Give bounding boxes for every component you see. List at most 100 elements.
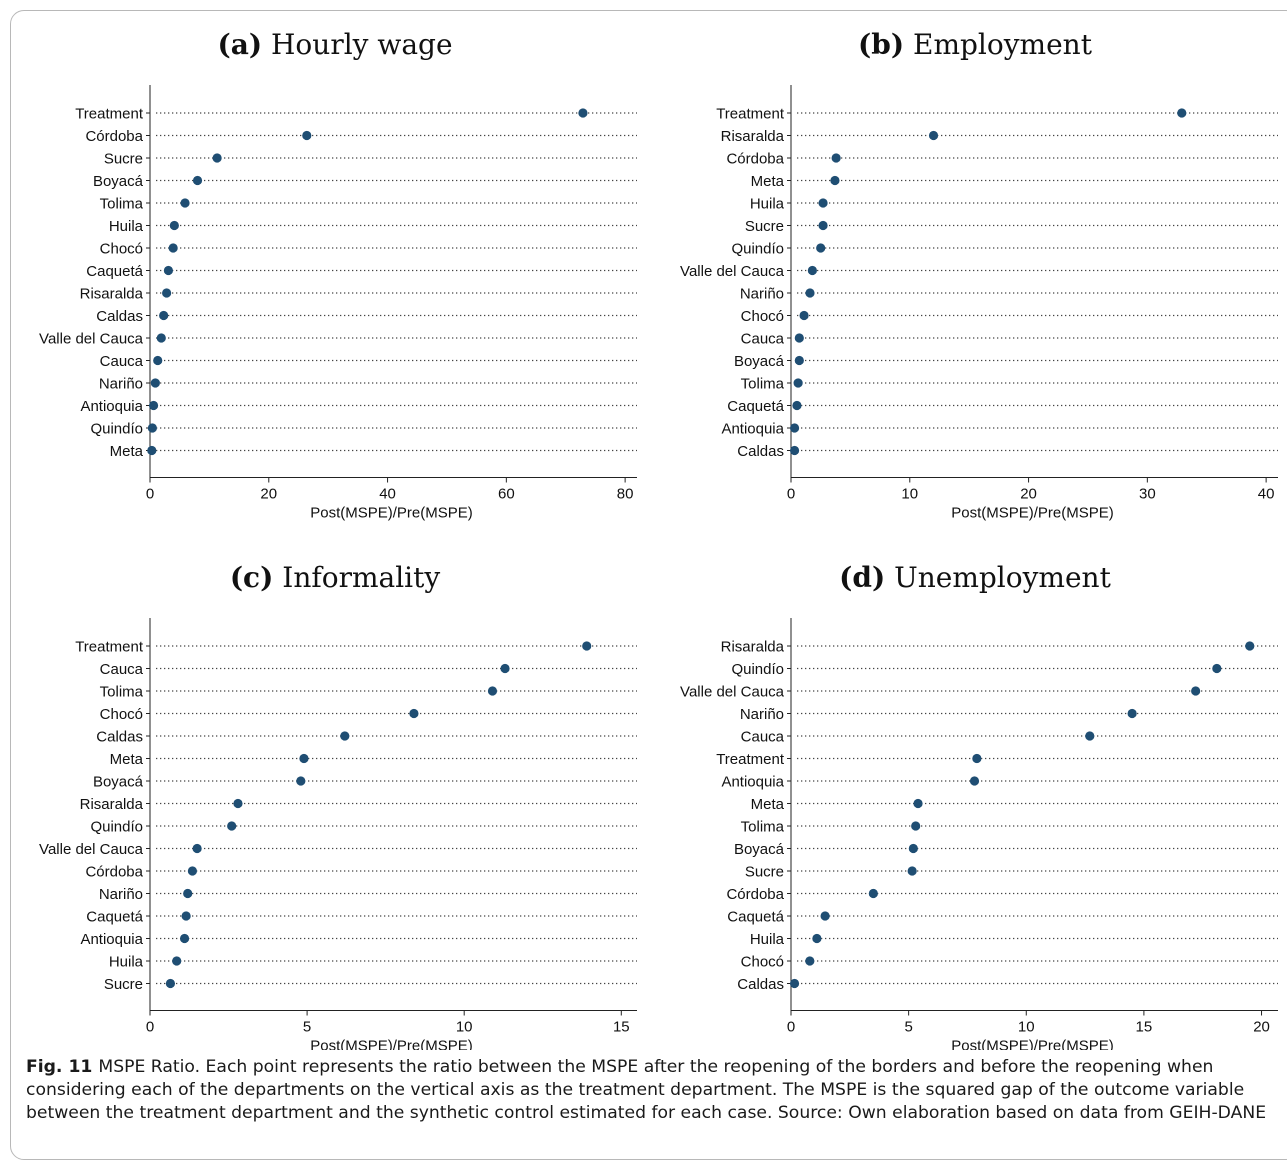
data-point bbox=[153, 355, 163, 366]
y-tick-label: Meta bbox=[110, 443, 144, 460]
y-tick-label: Sucre bbox=[104, 151, 143, 168]
data-point bbox=[1085, 731, 1095, 741]
y-tick-label: Tolima bbox=[741, 376, 785, 393]
data-point bbox=[1127, 708, 1137, 719]
data-point bbox=[812, 933, 822, 944]
y-tick-label: Córdoba bbox=[726, 886, 784, 903]
data-point bbox=[789, 978, 800, 989]
y-tick-label: Valle del Cauca bbox=[39, 331, 144, 348]
data-point bbox=[192, 843, 202, 854]
panel-title-text: Employment bbox=[904, 28, 1093, 61]
x-tick-label: 0 bbox=[146, 1019, 154, 1036]
data-point bbox=[907, 866, 917, 876]
y-tick-label: Sucre bbox=[745, 218, 784, 235]
x-tick-label: 0 bbox=[787, 1019, 795, 1036]
y-tick-label: Nariño bbox=[99, 376, 143, 393]
y-tick-label: Nariño bbox=[99, 886, 143, 903]
x-axis-label: Post(MSPE)/Pre(MSPE) bbox=[951, 1038, 1114, 1051]
data-point bbox=[299, 753, 309, 764]
y-tick-label: Caldas bbox=[737, 443, 784, 460]
data-point bbox=[820, 911, 830, 921]
data-point bbox=[908, 843, 918, 854]
panel-title-0: (a) Hourly wage bbox=[217, 28, 452, 61]
x-tick-label: 5 bbox=[904, 1019, 912, 1036]
data-point bbox=[165, 978, 176, 989]
y-tick-label: Meta bbox=[751, 173, 785, 190]
x-tick-label: 10 bbox=[901, 486, 918, 503]
data-point bbox=[972, 753, 982, 764]
y-tick-label: Meta bbox=[110, 751, 144, 768]
y-tick-label: Antioquia bbox=[80, 931, 143, 948]
data-point bbox=[147, 445, 157, 456]
panel-title-3: (d) Unemployment bbox=[839, 561, 1111, 594]
data-point bbox=[816, 243, 826, 253]
data-point bbox=[805, 956, 815, 966]
data-point bbox=[830, 175, 840, 186]
panel-title-2: (c) Informality bbox=[230, 561, 441, 594]
data-point bbox=[302, 130, 312, 141]
data-point bbox=[818, 198, 828, 208]
y-tick-label: Quindío bbox=[90, 421, 143, 438]
data-point bbox=[831, 153, 841, 163]
y-tick-label: Cauca bbox=[741, 729, 785, 746]
data-point bbox=[147, 423, 157, 433]
figure-label: Fig. 11 bbox=[26, 1057, 93, 1077]
y-tick-label: Tolima bbox=[741, 819, 785, 836]
y-tick-label: Risaralda bbox=[721, 128, 785, 145]
mspe-ratio-charts: (a) Hourly wage Treatment Córdoba Sucre Boya… bbox=[39, 28, 1278, 1051]
panel-title-text: Unemployment bbox=[885, 561, 1111, 594]
y-tick-label: Quindío bbox=[731, 661, 784, 678]
data-point bbox=[168, 243, 178, 253]
data-point bbox=[159, 310, 169, 321]
y-tick-label: Caquetá bbox=[727, 909, 784, 926]
x-tick-label: 20 bbox=[260, 486, 277, 503]
data-point bbox=[789, 423, 800, 433]
data-point bbox=[582, 641, 592, 651]
y-tick-label: Córdoba bbox=[85, 128, 143, 145]
data-point bbox=[340, 731, 350, 741]
data-point bbox=[799, 310, 809, 321]
x-axis-label: Post(MSPE)/Pre(MSPE) bbox=[310, 1038, 473, 1051]
y-tick-label: Córdoba bbox=[726, 151, 784, 168]
data-point bbox=[794, 333, 804, 343]
y-tick-label: Huila bbox=[109, 218, 144, 235]
data-point bbox=[179, 933, 190, 944]
data-point bbox=[148, 400, 159, 411]
y-tick-label: Chocó bbox=[100, 241, 143, 258]
y-tick-label: Valle del Cauca bbox=[680, 263, 785, 280]
y-tick-label: Boyacá bbox=[734, 353, 785, 370]
data-point bbox=[181, 911, 191, 921]
data-point bbox=[969, 776, 980, 786]
y-tick-label: Caldas bbox=[737, 976, 784, 993]
y-tick-label: Chocó bbox=[741, 954, 784, 971]
data-point bbox=[187, 866, 198, 876]
x-tick-label: 15 bbox=[613, 1019, 630, 1036]
data-point bbox=[793, 378, 803, 388]
y-tick-label: Risaralda bbox=[721, 639, 785, 656]
panel-label: (c) bbox=[230, 561, 274, 594]
data-point bbox=[1191, 686, 1201, 696]
y-tick-label: Caquetá bbox=[86, 909, 143, 926]
data-point bbox=[233, 798, 243, 809]
x-tick-label: 30 bbox=[1139, 486, 1156, 503]
panel-label: (b) bbox=[858, 28, 904, 61]
x-tick-label: 40 bbox=[1258, 486, 1275, 503]
y-tick-label: Caldas bbox=[96, 308, 143, 325]
y-tick-label: Caquetá bbox=[86, 263, 143, 280]
data-point bbox=[172, 956, 182, 966]
x-axis-label: Post(MSPE)/Pre(MSPE) bbox=[310, 505, 473, 522]
data-point bbox=[150, 378, 160, 388]
data-point bbox=[807, 265, 817, 276]
data-point bbox=[180, 198, 190, 208]
data-point bbox=[192, 175, 203, 186]
data-point bbox=[163, 265, 174, 276]
y-tick-label: Cauca bbox=[100, 353, 144, 370]
data-point bbox=[794, 355, 804, 366]
y-tick-label: Sucre bbox=[745, 864, 784, 881]
panel-title-1: (b) Employment bbox=[858, 28, 1093, 61]
data-point bbox=[805, 288, 815, 298]
data-point bbox=[1245, 641, 1255, 651]
y-tick-label: Huila bbox=[109, 954, 144, 971]
y-tick-label: Boyacá bbox=[93, 774, 144, 791]
y-tick-label: Cauca bbox=[741, 331, 785, 348]
